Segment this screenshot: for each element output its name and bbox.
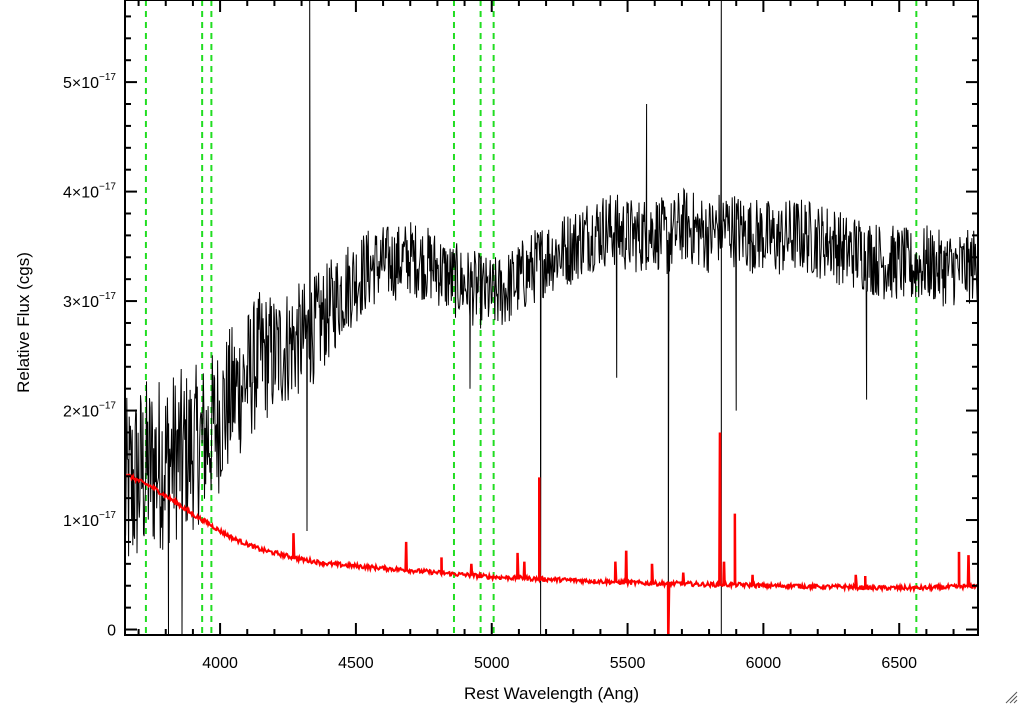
tick-labels: 4000 4500 5000 5500 6000 650001×10−172×10−173…: [63, 72, 917, 672]
y-tick-label: 0: [107, 623, 116, 640]
x-tick-label: 6500: [881, 655, 917, 672]
error-spectrum-line: [124, 432, 979, 636]
plot-frame: [124, 0, 979, 636]
emission-line-markers: [144, 0, 918, 635]
x-axis-title: Rest Wavelength (Ang): [464, 684, 639, 703]
y-tick-label: 1×10−17: [63, 510, 116, 530]
y-tick-mantissa: 3×10: [63, 294, 99, 311]
y-tick-mantissa: 0: [107, 623, 116, 640]
y-tick-label: 3×10−17: [63, 291, 116, 311]
observed-spectrum-line: [124, 0, 979, 636]
y-tick-exponent: −17: [99, 291, 116, 302]
x-tick-label: 4500: [338, 655, 374, 672]
y-tick-exponent: −17: [99, 182, 116, 193]
x-tick-label: 5000: [474, 655, 510, 672]
y-tick-mantissa: 5×10: [63, 75, 99, 92]
spectrum-series: [124, 0, 979, 636]
resize-grip-icon[interactable]: [1004, 690, 1018, 704]
y-tick-label: 2×10−17: [63, 401, 116, 421]
x-tick-label: 5500: [610, 655, 646, 672]
y-tick-exponent: −17: [99, 72, 116, 83]
axis-ticks: [125, 0, 978, 635]
y-tick-exponent: −17: [99, 510, 116, 521]
y-tick-label: 5×10−17: [63, 72, 116, 92]
y-axis-title: Relative Flux (cgs): [14, 252, 33, 393]
x-tick-label: 4000: [202, 655, 238, 672]
y-tick-exponent: −17: [99, 401, 116, 412]
y-tick-mantissa: 2×10: [63, 404, 99, 421]
y-tick-mantissa: 1×10: [63, 513, 99, 530]
y-tick-label: 4×10−17: [63, 182, 116, 202]
x-tick-label: 6000: [746, 655, 782, 672]
y-tick-mantissa: 4×10: [63, 185, 99, 202]
